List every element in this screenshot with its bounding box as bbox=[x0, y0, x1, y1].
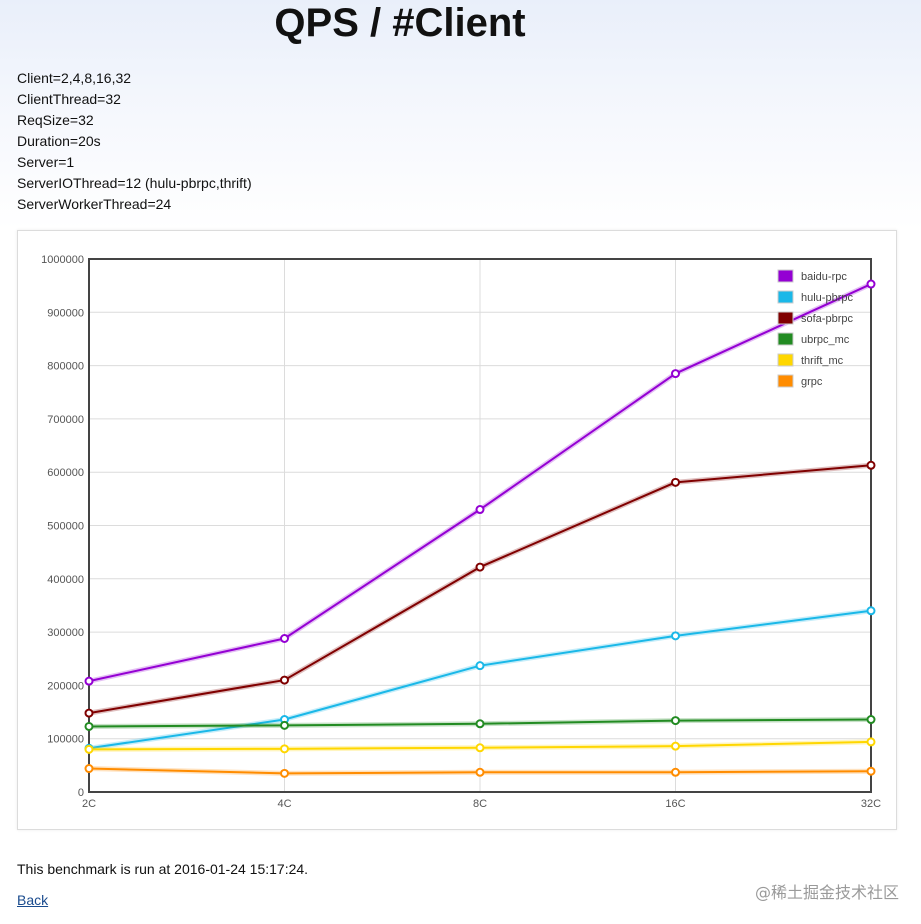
param-line: Server=1 bbox=[17, 154, 75, 170]
data-point bbox=[280, 675, 289, 685]
data-point bbox=[866, 766, 876, 776]
y-tick-label: 200000 bbox=[47, 680, 84, 692]
y-tick-label: 600000 bbox=[47, 467, 84, 479]
benchmark-params: Client=2,4,8,16,32 ClientThread=32 ReqSi… bbox=[17, 68, 252, 215]
data-point bbox=[671, 716, 680, 726]
x-tick-label: 8C bbox=[473, 798, 487, 810]
plot-frame bbox=[88, 258, 872, 793]
y-tick-label: 1000000 bbox=[41, 254, 84, 266]
y-tick-label: 100000 bbox=[47, 734, 84, 746]
data-point bbox=[866, 737, 876, 747]
legend-label: thrift_mc bbox=[801, 355, 844, 367]
legend-swatch bbox=[777, 290, 794, 304]
y-tick-label: 300000 bbox=[47, 627, 84, 639]
param-line: Client=2,4,8,16,32 bbox=[17, 70, 132, 86]
legend-label: baidu-rpc bbox=[801, 271, 847, 283]
y-tick-label: 900000 bbox=[47, 307, 84, 319]
y-tick-label: 700000 bbox=[47, 414, 84, 426]
legend-label: grpc bbox=[801, 376, 823, 388]
legend-swatch bbox=[777, 269, 794, 283]
page-title: QPS / #Client bbox=[274, 1, 526, 45]
param-line: Duration=20s bbox=[17, 133, 101, 149]
benchmark-timestamp: This benchmark is run at 2016-01-24 15:1… bbox=[17, 861, 309, 877]
y-tick-label: 400000 bbox=[47, 574, 84, 586]
param-line: ServerIOThread=12 (hulu-pbrpc,thrift) bbox=[17, 175, 252, 191]
x-tick-label: 4C bbox=[277, 798, 291, 810]
data-point bbox=[866, 460, 876, 470]
data-point bbox=[475, 505, 485, 515]
data-point bbox=[475, 562, 485, 572]
legend-swatch bbox=[777, 332, 794, 346]
data-point bbox=[84, 708, 94, 718]
data-point bbox=[866, 606, 876, 616]
data-point bbox=[671, 477, 680, 487]
data-point bbox=[671, 767, 680, 777]
data-point bbox=[280, 768, 289, 778]
data-point bbox=[475, 743, 485, 753]
param-line: ServerWorkerThread=24 bbox=[17, 196, 172, 212]
y-tick-label: 500000 bbox=[47, 521, 84, 533]
data-point bbox=[671, 369, 680, 379]
data-point bbox=[84, 744, 94, 754]
data-point bbox=[280, 720, 289, 730]
legend-label: hulu-pbrpc bbox=[801, 292, 853, 304]
data-point bbox=[866, 715, 876, 725]
data-point bbox=[671, 741, 680, 751]
param-line: ReqSize=32 bbox=[17, 112, 94, 128]
legend-label: ubrpc_mc bbox=[801, 334, 850, 346]
data-point bbox=[84, 676, 94, 686]
data-point bbox=[475, 661, 485, 671]
qps-line-chart: 0 100000 200000 300000 400000 500000 600000 700… bbox=[41, 254, 881, 810]
x-tick-label: 32C bbox=[861, 798, 881, 810]
data-point bbox=[475, 767, 485, 777]
data-point bbox=[866, 279, 876, 289]
legend-swatch bbox=[777, 374, 794, 388]
data-point bbox=[84, 764, 94, 774]
back-link[interactable]: Back bbox=[17, 892, 49, 908]
data-point bbox=[280, 633, 289, 643]
legend-swatch bbox=[777, 311, 794, 325]
data-point bbox=[671, 631, 680, 641]
y-tick-label: 800000 bbox=[47, 361, 84, 373]
watermark: @稀土掘金技术社区 bbox=[754, 883, 899, 902]
x-tick-label: 2C bbox=[82, 798, 96, 810]
data-point bbox=[84, 721, 94, 731]
chart-container: 0 100000 200000 300000 400000 500000 600000 700… bbox=[17, 230, 897, 830]
legend-label: sofa-pbrpc bbox=[801, 313, 853, 325]
x-tick-label: 16C bbox=[665, 798, 685, 810]
data-point bbox=[280, 744, 289, 754]
param-line: ClientThread=32 bbox=[17, 91, 121, 107]
legend-swatch bbox=[777, 353, 794, 367]
y-tick-label: 0 bbox=[78, 787, 84, 799]
data-point bbox=[475, 719, 485, 729]
